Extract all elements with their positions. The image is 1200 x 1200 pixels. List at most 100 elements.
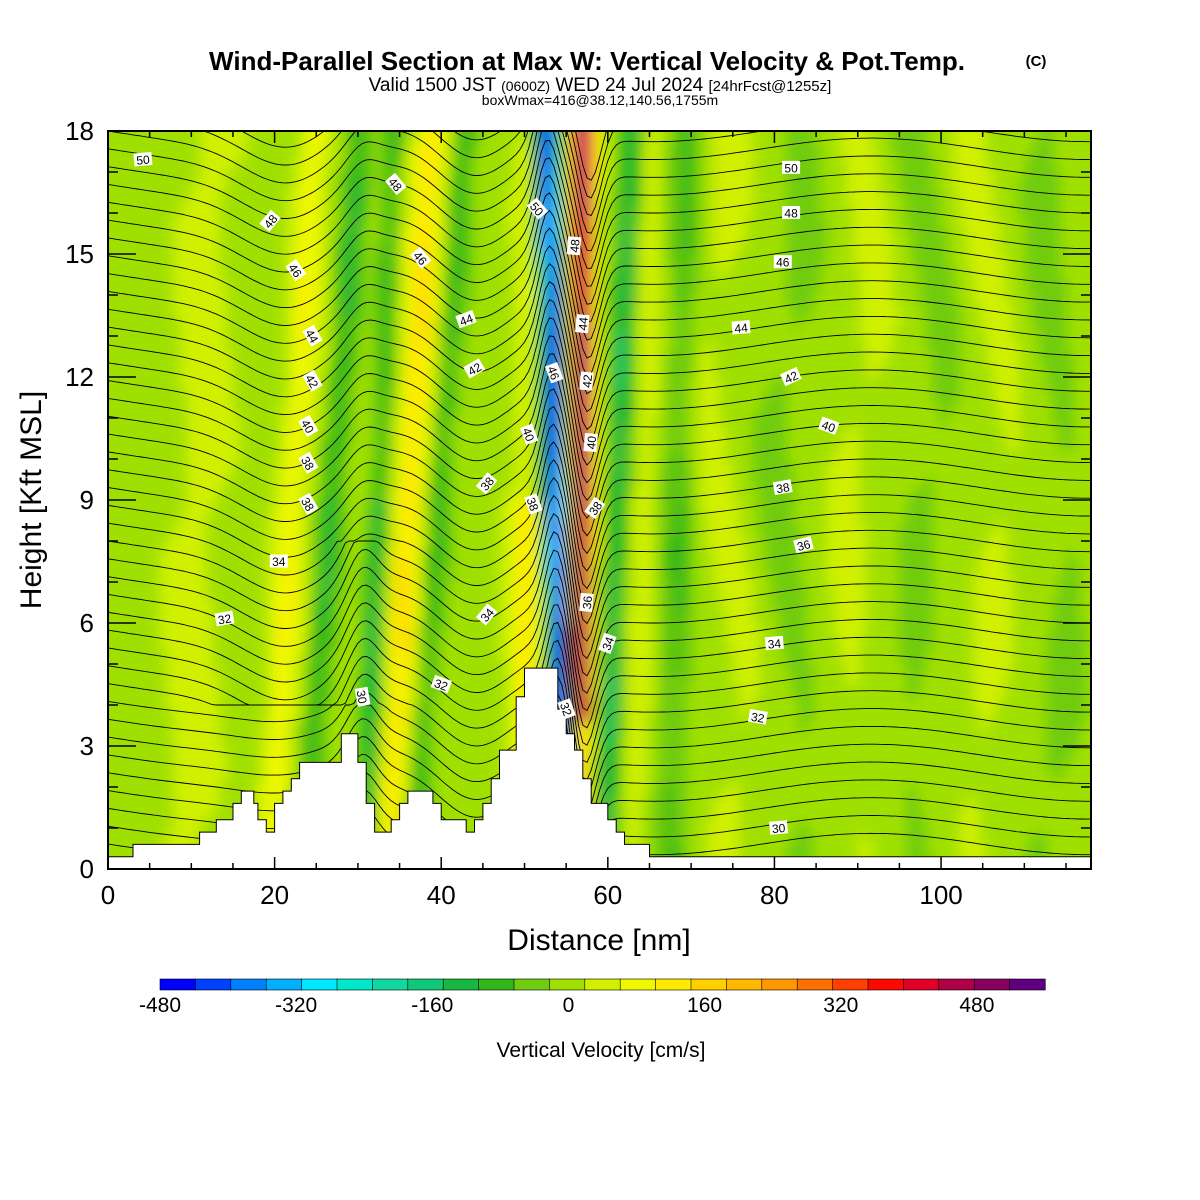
velocity-cell: [372, 254, 381, 267]
velocity-cell: [552, 143, 561, 157]
velocity-cell: [599, 758, 607, 772]
velocity-cell: [206, 647, 214, 661]
velocity-cell: [1046, 192, 1054, 206]
velocity-cell: [552, 413, 561, 427]
velocity-cell: [579, 364, 587, 378]
contour-label-text: 32: [432, 676, 450, 694]
velocity-cell: [906, 536, 914, 550]
velocity-cell: [1079, 684, 1087, 698]
velocity-cell: [426, 598, 434, 612]
velocity-cell: [606, 487, 614, 501]
velocity-cell: [799, 684, 807, 698]
velocity-cell: [632, 647, 641, 661]
velocity-cell: [406, 463, 414, 476]
velocity-cell: [859, 217, 867, 230]
y-tick-label: 18: [65, 116, 94, 146]
velocity-cell: [179, 733, 187, 747]
velocity-cell: [319, 536, 327, 550]
velocity-cell: [986, 217, 994, 230]
velocity-cell: [666, 475, 674, 489]
velocity-cell: [526, 647, 534, 661]
velocity-cell: [399, 746, 407, 759]
velocity-cell: [526, 167, 534, 181]
velocity-cell: [632, 819, 641, 833]
velocity-cell: [1059, 278, 1067, 292]
velocity-cell: [786, 623, 794, 636]
velocity-cell: [213, 426, 221, 440]
velocity-cell: [166, 549, 174, 563]
velocity-cell: [632, 524, 641, 538]
velocity-cell: [926, 327, 934, 341]
velocity-cell: [839, 463, 847, 476]
velocity-cell: [579, 303, 587, 317]
velocity-cell: [559, 487, 567, 501]
velocity-cell: [319, 180, 327, 194]
velocity-cell: [886, 266, 894, 280]
velocity-cell: [879, 290, 887, 304]
velocity-cell: [459, 131, 467, 132]
velocity-cell: [899, 610, 907, 624]
velocity-cell: [612, 217, 621, 230]
velocity-cell: [326, 672, 334, 686]
velocity-cell: [292, 598, 301, 612]
velocity-cell: [346, 377, 354, 390]
velocity-cell: [799, 610, 807, 624]
velocity-cell: [659, 807, 667, 821]
velocity-cell: [213, 106, 220, 119]
velocity-cell: [552, 536, 561, 550]
velocity-cell: [619, 180, 627, 194]
velocity-cell: [186, 832, 194, 845]
velocity-cell: [652, 131, 661, 144]
velocity-cell: [646, 131, 654, 144]
velocity-cell: [206, 450, 214, 464]
velocity-cell: [932, 340, 940, 353]
velocity-cell: [699, 401, 707, 415]
velocity-cell: [199, 758, 207, 772]
velocity-cell: [339, 303, 347, 317]
velocity-cell: [299, 204, 307, 218]
velocity-cell: [1052, 217, 1060, 230]
velocity-cell: [519, 204, 527, 218]
velocity-cell: [646, 241, 654, 255]
velocity-cell: [512, 413, 521, 427]
velocity-cell: [319, 672, 327, 686]
velocity-cell: [213, 167, 221, 181]
velocity-cell: [412, 167, 421, 181]
velocity-cell: [646, 278, 654, 292]
velocity-cell: [626, 155, 634, 169]
velocity-cell: [526, 586, 534, 599]
velocity-cell: [412, 192, 421, 206]
velocity-cell: [426, 266, 434, 280]
velocity-cell: [652, 167, 661, 181]
velocity-cell: [352, 241, 361, 255]
velocity-cell: [872, 167, 880, 181]
velocity-cell: [292, 647, 301, 661]
velocity-cell: [386, 659, 394, 673]
velocity-cell: [779, 561, 787, 575]
velocity-cell: [899, 623, 907, 636]
velocity-cell: [666, 819, 674, 833]
velocity-cell: [692, 241, 701, 255]
velocity-cell: [452, 290, 461, 304]
velocity-cell: [193, 254, 201, 267]
velocity-cell: [206, 795, 214, 809]
velocity-cell: [1032, 303, 1040, 317]
velocity-cell: [566, 131, 574, 144]
velocity-cell: [339, 524, 347, 538]
velocity-cell: [306, 340, 314, 353]
velocity-cell: [299, 487, 307, 501]
velocity-cell: [339, 450, 347, 464]
velocity-cell: [632, 795, 641, 809]
velocity-cell: [419, 733, 427, 747]
velocity-cell: [559, 524, 567, 538]
velocity-cell: [606, 733, 614, 747]
velocity-cell: [532, 536, 541, 550]
velocity-cell: [559, 131, 567, 144]
velocity-cell: [806, 192, 814, 206]
velocity-cell: [672, 217, 681, 230]
velocity-cell: [213, 241, 221, 255]
velocity-cell: [586, 549, 594, 563]
velocity-cell: [1066, 623, 1074, 636]
velocity-cell: [426, 413, 434, 427]
velocity-cell: [312, 180, 321, 194]
